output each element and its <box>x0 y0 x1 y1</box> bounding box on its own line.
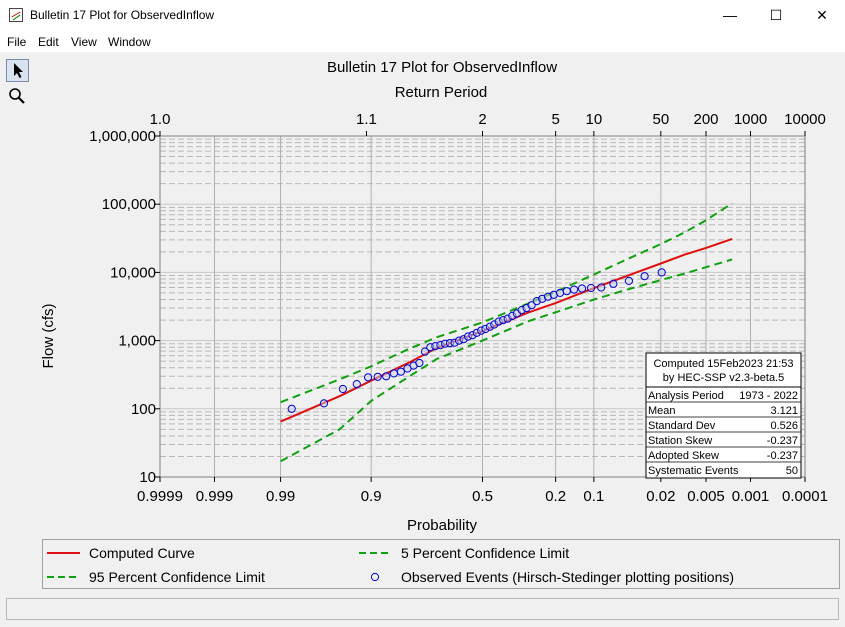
observed-event-point <box>415 358 424 368</box>
return-period-axis-title: Return Period <box>395 84 488 101</box>
pointer-tool-button[interactable] <box>6 59 29 82</box>
stats-header-version: by HEC-SSP v2.3-beta.5 <box>663 372 784 384</box>
y-tick-label: 10,000 <box>110 264 156 281</box>
x-tick-label: 0.9999 <box>137 488 183 505</box>
return-period-tick-label: 50 <box>652 111 669 128</box>
observed-event-point <box>640 272 649 281</box>
stats-row-value: 50 <box>786 465 798 477</box>
observed-event-point <box>364 373 373 382</box>
legend-observed-events: Observed Events (Hirsch-Stedinger plotti… <box>401 569 734 585</box>
observed-event-point <box>609 279 618 288</box>
menu-bar: File Edit View Window <box>0 31 845 52</box>
observed-event-point <box>396 367 405 376</box>
return-period-tick-label: 1000 <box>734 111 767 128</box>
tool-palette <box>0 52 36 592</box>
stats-row-label: Adopted Skew <box>648 450 719 462</box>
zoom-tool-button[interactable] <box>6 85 29 108</box>
x-tick-label: 0.0001 <box>782 488 828 505</box>
x-tick-label: 0.999 <box>196 488 234 505</box>
observed-event-point <box>352 380 361 389</box>
observed-event-point <box>657 268 666 277</box>
observed-event-point <box>527 301 536 310</box>
stats-row-label: Station Skew <box>648 435 712 447</box>
maximize-button[interactable]: ☐ <box>769 7 783 23</box>
stats-row-value: 3.121 <box>770 405 798 417</box>
y-tick-label: 100,000 <box>102 196 156 213</box>
menu-file[interactable]: File <box>7 35 27 49</box>
stats-row-label: Mean <box>648 405 676 417</box>
window-title: Bulletin 17 Plot for ObservedInflow <box>30 8 215 22</box>
observed-event-point <box>420 347 430 356</box>
upper-confidence-line <box>280 202 733 404</box>
menu-view[interactable]: View <box>71 35 97 49</box>
legend-canvas: Computed Curve 5 Percent Confidence Limit… <box>47 545 734 585</box>
observed-event-point <box>382 372 391 381</box>
observed-event-point <box>586 283 596 293</box>
observed-event-point <box>577 284 587 293</box>
observed-event-point <box>373 372 382 381</box>
plot-panel: Bulletin 17 Plot for ObservedInflow Retu… <box>36 52 845 590</box>
return-period-tick-label: 10 <box>586 111 603 128</box>
x-tick-label: 0.1 <box>583 488 604 505</box>
title-bar: Bulletin 17 Plot for ObservedInflow — ☐ … <box>0 0 845 31</box>
observed-event-point <box>562 287 571 296</box>
y-tick-label: 100 <box>131 401 156 418</box>
return-period-tick-label: 200 <box>693 111 718 128</box>
y-axis-title: Flow (cfs) <box>40 304 57 369</box>
stats-row-value: 1973 - 2022 <box>739 390 798 402</box>
legend-circle-marker <box>370 572 380 582</box>
x-tick-label: 0.001 <box>732 488 770 505</box>
legend: Computed Curve 5 Percent Confidence Limit… <box>42 539 840 589</box>
app-icon <box>9 8 23 22</box>
observed-event-point <box>287 404 296 413</box>
stats-header-computed: Computed 15Feb2023 21:53 <box>653 358 793 370</box>
status-bar <box>6 598 839 620</box>
return-period-tick-label: 1.1 <box>356 111 377 128</box>
menu-edit[interactable]: Edit <box>38 35 59 49</box>
legend-computed-curve: Computed Curve <box>89 545 195 561</box>
legend-95-percent-limit: 95 Percent Confidence Limit <box>89 569 265 585</box>
frequency-chart[interactable]: Bulletin 17 Plot for ObservedInflow Retu… <box>36 52 845 538</box>
stats-row-label: Systematic Events <box>648 465 739 477</box>
legend-5-percent-limit: 5 Percent Confidence Limit <box>401 545 569 561</box>
close-button[interactable]: ✕ <box>816 7 828 23</box>
observed-event-point <box>597 283 606 292</box>
x-tick-label: 0.005 <box>687 488 725 505</box>
observed-event-point <box>570 285 579 294</box>
minimize-button[interactable]: — <box>723 7 737 23</box>
x-tick-label: 0.2 <box>545 488 566 505</box>
chart-title: Bulletin 17 Plot for ObservedInflow <box>327 59 557 76</box>
y-tick-label: 1,000 <box>118 333 156 350</box>
observed-event-point <box>338 384 347 394</box>
stats-box-frame <box>645 352 802 479</box>
return-period-tick-label: 5 <box>551 111 559 128</box>
x-tick-label: 0.02 <box>646 488 675 505</box>
x-tick-label: 0.99 <box>266 488 295 505</box>
return-period-tick-label: 2 <box>478 111 486 128</box>
y-tick-label: 1,000,000 <box>89 128 156 145</box>
stats-row-label: Analysis Period <box>648 390 724 402</box>
stats-row-value: -0.237 <box>767 450 798 462</box>
return-period-tick-label: 1.0 <box>150 111 171 128</box>
x-axis-title: Probability <box>407 517 478 534</box>
x-tick-label: 0.5 <box>472 488 493 505</box>
x-tick-label: 0.9 <box>361 488 382 505</box>
magnifier-icon <box>9 88 25 104</box>
menu-window[interactable]: Window <box>108 35 151 49</box>
observed-event-point <box>624 276 634 285</box>
stats-row-value: 0.526 <box>770 420 798 432</box>
observed-event-point <box>319 399 329 408</box>
y-tick-label: 10 <box>139 469 156 486</box>
return-period-tick-label: 10000 <box>784 111 826 128</box>
lower-confidence-line <box>280 258 733 463</box>
observed-event-point <box>556 288 565 297</box>
pointer-icon <box>14 63 23 78</box>
statistics-box: Computed 15Feb2023 21:53 by HEC-SSP v2.3-… <box>645 352 802 479</box>
stats-row-label: Standard Dev <box>648 420 716 432</box>
observed-event-point <box>389 369 398 378</box>
stats-row-value: -0.237 <box>767 435 798 447</box>
